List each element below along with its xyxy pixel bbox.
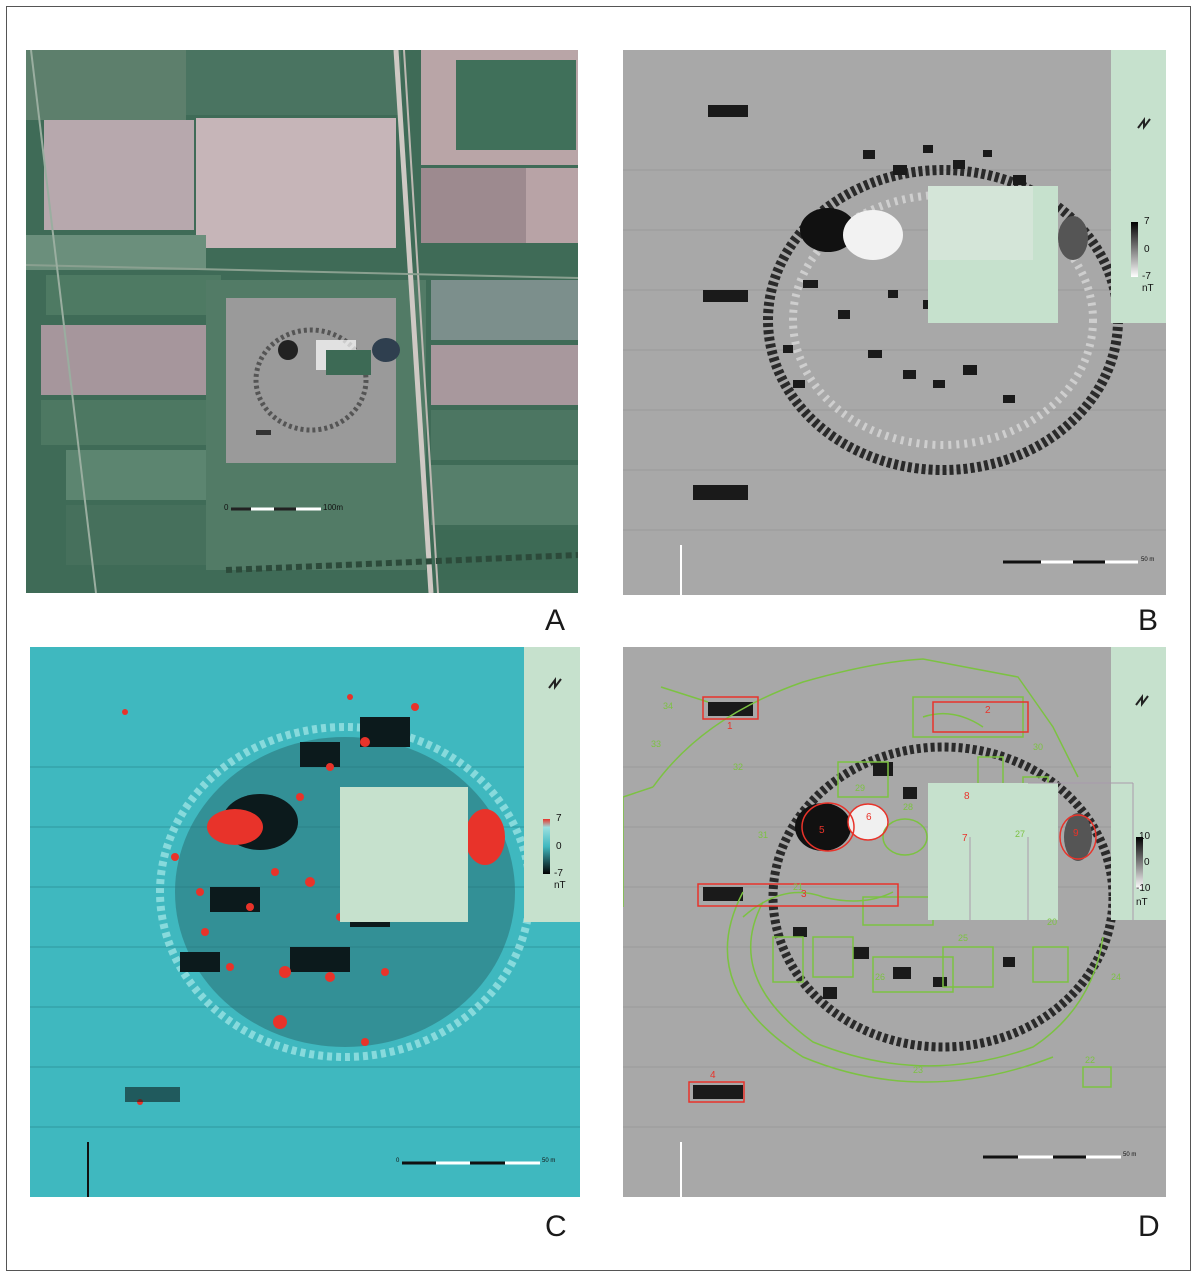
feature-label-23: 23 xyxy=(913,1065,924,1075)
panel-d-legend-unit: nT xyxy=(1136,897,1148,908)
panel-c-legend-mid: 0 xyxy=(556,841,562,852)
panel-c-anomaly-map: 7 0 -7 nT 0 50 m xyxy=(30,647,580,1197)
panel-d-legend-max: 10 xyxy=(1139,831,1151,842)
panel-c-legend-unit: nT xyxy=(554,880,566,891)
anomaly-label-3: 3 xyxy=(801,889,807,900)
feature-label-27: 27 xyxy=(1015,829,1026,839)
panel-d-legend-min: -10 xyxy=(1136,883,1151,894)
anomaly-label-2: 2 xyxy=(985,705,991,716)
feature-label-31: 31 xyxy=(758,830,769,840)
feature-label-26: 26 xyxy=(875,972,886,982)
anomaly-label-8: 8 xyxy=(964,791,970,802)
panel-b-legend-unit: nT xyxy=(1142,283,1154,294)
feature-label-25: 25 xyxy=(958,933,969,943)
aerial-photo xyxy=(26,50,578,593)
panel-a-letter: A xyxy=(545,604,566,637)
feature-label-34: 34 xyxy=(663,701,674,711)
anomaly-label-7: 7 xyxy=(962,833,968,844)
panel-c-letter: C xyxy=(545,1210,567,1243)
feature-label-24: 24 xyxy=(1111,972,1122,982)
feature-label-30: 30 xyxy=(1033,742,1044,752)
anomaly-label-4: 4 xyxy=(710,1070,716,1081)
feature-label-22: 22 xyxy=(1085,1055,1096,1065)
panel-b-scale-label: 50 m xyxy=(1141,557,1155,563)
panel-c-scale-label: 50 m xyxy=(542,1158,556,1164)
panel-b-legend-mid: 0 xyxy=(1144,244,1150,255)
feature-label-32: 32 xyxy=(733,762,744,772)
panel-a-aerial-photo: 0 100m xyxy=(26,50,578,593)
panel-b-legend-min: -7 xyxy=(1142,271,1151,282)
panel-b-letter: B xyxy=(1138,604,1159,637)
panel-d-scale-label: 50 m xyxy=(1123,1152,1137,1158)
panel-b-magnetometry: 7 0 -7 nT 50 m xyxy=(623,50,1166,595)
anomaly-label-5: 5 xyxy=(819,825,825,836)
panel-c-legend-min: -7 xyxy=(554,868,563,879)
anomaly-label-6: 6 xyxy=(866,812,872,823)
feature-label-20: 20 xyxy=(1047,917,1058,927)
panel-a-scale-zero: 0 xyxy=(224,503,229,512)
anomaly-label-1: 1 xyxy=(727,721,733,732)
panel-c-legend-max: 7 xyxy=(556,813,562,824)
panel-d-interpretation: 1 2 3 4 5 6 7 8 9 34 33 32 31 30 29 28 2… xyxy=(623,647,1166,1197)
anomaly-label-9: 9 xyxy=(1073,828,1079,839)
panel-d-legend-mid: 0 xyxy=(1144,857,1150,868)
magnetometry-map xyxy=(623,50,1166,595)
panel-a-scale-label: 100m xyxy=(323,503,344,512)
panel-c-scale-zero: 0 xyxy=(396,1158,400,1164)
feature-label-29: 29 xyxy=(855,783,866,793)
figure-frame xyxy=(6,6,1191,1271)
feature-label-33: 33 xyxy=(651,739,662,749)
feature-label-21: 21 xyxy=(793,882,804,892)
teal-anomaly-map xyxy=(30,647,580,1197)
feature-label-28: 28 xyxy=(903,802,914,812)
panel-b-legend-max: 7 xyxy=(1144,216,1150,227)
interpretation-map xyxy=(623,647,1166,1197)
panel-d-letter: D xyxy=(1138,1210,1160,1243)
